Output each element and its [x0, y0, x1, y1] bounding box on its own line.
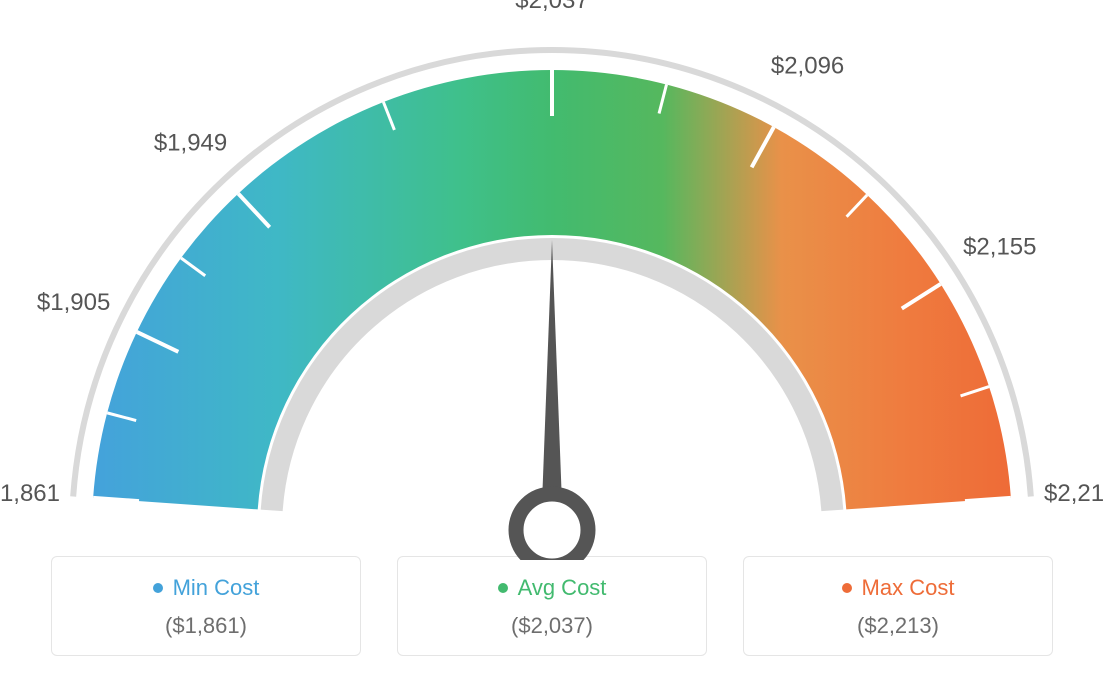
svg-text:$2,155: $2,155 [963, 233, 1036, 260]
legend-title-avg: Avg Cost [498, 575, 607, 601]
svg-text:$2,213: $2,213 [1044, 480, 1104, 507]
legend-title-max: Max Cost [842, 575, 955, 601]
legend-dot-avg [498, 583, 508, 593]
gauge-svg: $1,861 $1,905 $1,949 $2,037 $2,096 $2,155 $2,2… [0, 0, 1104, 560]
legend-label-max: Max Cost [862, 575, 955, 601]
svg-text:$2,037: $2,037 [515, 0, 588, 14]
legend-row: Min Cost ($1,861) Avg Cost ($2,037) Max … [0, 556, 1104, 656]
legend-dot-max [842, 583, 852, 593]
legend-label-min: Min Cost [173, 575, 260, 601]
legend-title-min: Min Cost [153, 575, 260, 601]
svg-text:$1,949: $1,949 [154, 129, 227, 156]
svg-text:$2,096: $2,096 [771, 53, 844, 80]
legend-value-max: ($2,213) [754, 613, 1042, 639]
legend-value-avg: ($2,037) [408, 613, 696, 639]
svg-text:$1,905: $1,905 [37, 289, 110, 316]
legend-label-avg: Avg Cost [518, 575, 607, 601]
legend-card-max: Max Cost ($2,213) [743, 556, 1053, 656]
svg-text:$1,861: $1,861 [0, 480, 60, 507]
legend-card-avg: Avg Cost ($2,037) [397, 556, 707, 656]
legend-dot-min [153, 583, 163, 593]
gauge-chart: $1,861 $1,905 $1,949 $2,037 $2,096 $2,155 $2,2… [0, 0, 1104, 560]
legend-value-min: ($1,861) [62, 613, 350, 639]
legend-card-min: Min Cost ($1,861) [51, 556, 361, 656]
